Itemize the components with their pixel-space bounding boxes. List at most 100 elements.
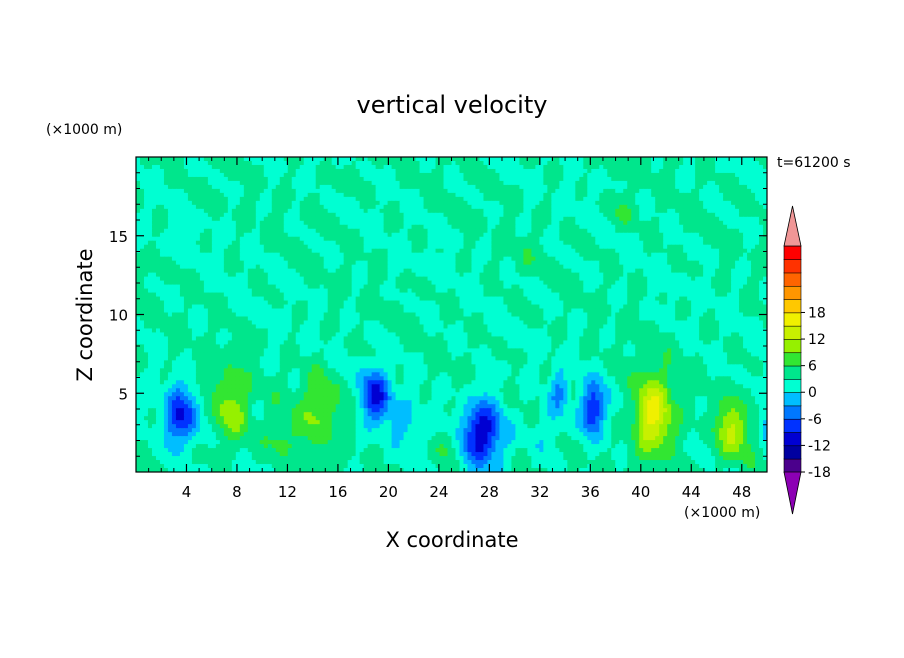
field-cell: [407, 172, 413, 178]
field-cell: [363, 240, 369, 246]
field-cell: [447, 260, 453, 266]
field-cell: [491, 168, 497, 174]
field-cell: [223, 208, 229, 214]
field-cell: [739, 244, 744, 250]
field-cell: [211, 192, 217, 198]
field-cell: [291, 196, 297, 202]
field-cell: [511, 268, 516, 274]
field-cell: [267, 272, 273, 278]
field-cell: [311, 208, 317, 214]
field-cell: [639, 224, 644, 230]
field-cell: [247, 200, 253, 206]
field-cell: [559, 236, 564, 242]
field-cell: [499, 220, 505, 226]
field-cell: [483, 200, 489, 206]
field-cell: [567, 200, 572, 206]
field-cell: [147, 252, 153, 258]
field-cell: [731, 232, 736, 238]
field-cell: [575, 268, 580, 274]
field-cell: [467, 264, 473, 270]
field-cell: [191, 157, 197, 162]
field-cell: [743, 188, 748, 194]
field-cell: [167, 268, 173, 274]
field-cell: [495, 252, 501, 258]
field-cell: [763, 164, 767, 170]
field-cell: [539, 168, 544, 174]
field-cell: [491, 256, 497, 262]
chart-title: vertical velocity: [357, 91, 548, 119]
field-cell: [359, 180, 365, 186]
field-cell: [699, 244, 704, 250]
field-cell: [543, 176, 548, 182]
field-cell: [195, 168, 201, 174]
field-cell: [495, 157, 501, 162]
field-cell: [195, 196, 201, 202]
field-cell: [323, 228, 329, 234]
field-cell: [311, 196, 317, 202]
field-cell: [671, 188, 676, 194]
field-cell: [703, 252, 708, 258]
field-cell: [151, 272, 157, 278]
field-cell: [143, 204, 149, 210]
field-cell: [347, 157, 353, 162]
field-cell: [495, 176, 501, 182]
field-cell: [327, 268, 333, 274]
field-cell: [155, 272, 161, 278]
field-cell: [331, 244, 337, 250]
field-cell: [399, 228, 405, 234]
field-cell: [515, 196, 520, 202]
field-cell: [703, 212, 708, 218]
field-cell: [751, 272, 756, 278]
field-cell: [471, 168, 477, 174]
field-cell: [571, 196, 576, 202]
field-cell: [707, 276, 712, 282]
field-cell: [207, 272, 213, 278]
field-cell: [535, 164, 540, 170]
field-cell: [551, 200, 556, 206]
field-cell: [679, 204, 684, 210]
field-cell: [531, 204, 536, 210]
field-cell: [179, 228, 185, 234]
field-cell: [543, 180, 548, 186]
field-cell: [299, 276, 305, 282]
field-cell: [299, 264, 305, 270]
field-cell: [427, 164, 433, 170]
field-cell: [435, 212, 441, 218]
field-cell: [731, 248, 736, 254]
field-cell: [715, 176, 720, 182]
field-cell: [647, 188, 652, 194]
field-cell: [239, 228, 245, 234]
field-cell: [227, 244, 233, 250]
field-cell: [623, 256, 628, 262]
field-cell: [735, 168, 740, 174]
field-cell: [583, 172, 588, 178]
field-cell: [231, 244, 237, 250]
field-cell: [435, 192, 441, 198]
field-cell: [195, 248, 201, 254]
field-cell: [339, 228, 345, 234]
field-cell: [727, 260, 732, 266]
field-cell: [183, 264, 189, 270]
field-cell: [579, 236, 584, 242]
field-cell: [471, 280, 477, 286]
field-cell: [343, 204, 349, 210]
field-cell: [243, 208, 249, 214]
field-cell: [511, 192, 516, 198]
field-cell: [571, 256, 576, 262]
field-cell: [339, 192, 345, 198]
field-cell: [547, 264, 552, 270]
field-cell: [587, 180, 592, 186]
field-cell: [643, 168, 648, 174]
field-cell: [511, 256, 516, 262]
field-cell: [703, 220, 708, 226]
field-cell: [375, 164, 381, 170]
field-cell: [571, 248, 576, 254]
field-cell: [159, 232, 165, 238]
field-cell: [723, 200, 728, 206]
field-cell: [711, 252, 716, 258]
field-cell: [191, 248, 197, 254]
field-cell: [623, 264, 628, 270]
field-cell: [251, 280, 257, 286]
field-cell: [275, 276, 281, 282]
field-cell: [371, 172, 377, 178]
